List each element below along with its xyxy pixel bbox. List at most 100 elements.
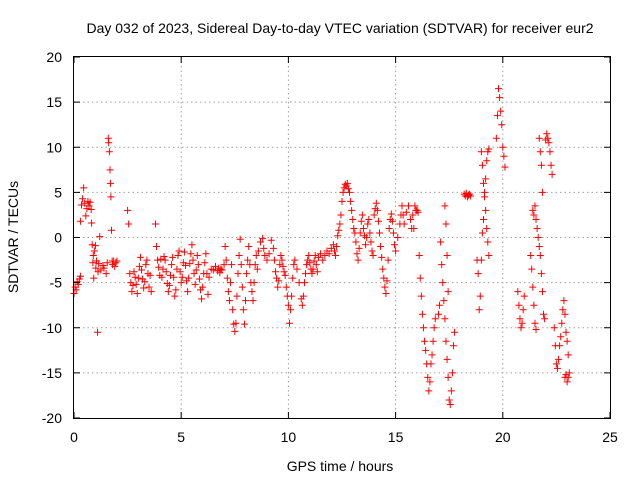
data-point — [257, 238, 265, 246]
data-point — [91, 242, 99, 250]
data-point — [515, 301, 523, 309]
data-point — [338, 197, 346, 205]
data-point — [165, 281, 173, 289]
data-point — [158, 273, 166, 281]
data-point — [102, 270, 110, 278]
data-point — [317, 250, 325, 258]
data-point — [106, 179, 114, 187]
data-point — [299, 292, 307, 300]
data-point — [143, 256, 151, 264]
data-point — [362, 241, 370, 249]
data-point — [90, 274, 98, 282]
data-point — [124, 206, 132, 214]
data-point — [228, 261, 236, 269]
data-point — [185, 274, 193, 282]
data-point — [425, 387, 433, 395]
data-point — [112, 259, 120, 267]
x-tick-label: 25 — [602, 429, 618, 445]
data-point — [259, 234, 267, 242]
data-point — [278, 256, 286, 264]
data-point — [86, 198, 94, 206]
data-point — [162, 268, 170, 276]
data-point — [111, 262, 119, 270]
data-point — [276, 261, 284, 269]
data-point — [337, 211, 345, 219]
data-point — [284, 301, 292, 309]
data-point — [440, 297, 448, 305]
data-point — [312, 261, 320, 269]
data-point — [164, 288, 172, 296]
data-point — [531, 319, 539, 327]
data-point — [141, 278, 149, 286]
data-point — [311, 252, 319, 260]
data-point — [476, 292, 484, 300]
y-tick-label: -10 — [42, 320, 62, 336]
data-point — [477, 256, 485, 264]
data-point — [190, 270, 198, 278]
data-point — [350, 224, 358, 232]
data-point — [547, 161, 555, 169]
data-point — [537, 270, 545, 278]
data-point — [129, 281, 137, 289]
data-point — [97, 266, 105, 274]
data-point — [363, 234, 371, 241]
data-point — [154, 256, 162, 264]
data-point — [272, 268, 280, 276]
data-point — [444, 373, 452, 381]
data-point — [96, 233, 104, 241]
data-point — [128, 288, 136, 296]
data-point — [151, 220, 159, 228]
data-point — [195, 275, 203, 283]
data-point — [496, 94, 504, 102]
data-point — [443, 252, 451, 260]
data-point — [222, 256, 230, 264]
data-point — [142, 261, 150, 269]
data-point — [426, 378, 434, 386]
data-point — [89, 252, 97, 260]
data-point — [290, 261, 298, 269]
data-point — [477, 148, 485, 156]
data-point — [194, 261, 202, 269]
data-point — [113, 257, 121, 265]
data-point — [126, 270, 134, 278]
data-point — [125, 220, 133, 228]
data-point — [416, 274, 424, 282]
data-point — [430, 324, 438, 332]
data-point — [177, 279, 185, 287]
data-point — [543, 130, 551, 138]
data-point — [421, 337, 429, 345]
data-point — [202, 250, 210, 258]
data-point — [534, 234, 542, 241]
data-point — [446, 400, 454, 408]
y-tick-label: -5 — [50, 275, 63, 291]
data-point — [172, 286, 180, 294]
data-point — [538, 288, 546, 296]
data-point — [417, 292, 425, 300]
data-point — [193, 252, 201, 260]
data-point — [415, 252, 423, 260]
data-point — [391, 241, 399, 249]
data-point — [556, 342, 564, 350]
data-point — [160, 252, 168, 260]
data-point — [565, 369, 573, 377]
data-point — [484, 238, 492, 246]
data-point — [475, 306, 483, 314]
data-point — [439, 279, 447, 287]
data-point — [334, 232, 342, 240]
data-point — [359, 224, 367, 232]
data-point — [424, 373, 432, 381]
data-point — [188, 241, 196, 249]
data-point — [189, 256, 197, 264]
data-point — [166, 271, 174, 279]
y-tick-label: 10 — [46, 139, 62, 155]
data-point — [130, 268, 138, 276]
data-point — [281, 271, 289, 279]
data-point — [344, 185, 352, 193]
data-point — [538, 188, 546, 196]
data-point — [253, 265, 261, 273]
data-point — [529, 283, 537, 291]
data-point — [261, 252, 269, 260]
data-point — [180, 248, 188, 256]
data-point — [478, 161, 486, 169]
